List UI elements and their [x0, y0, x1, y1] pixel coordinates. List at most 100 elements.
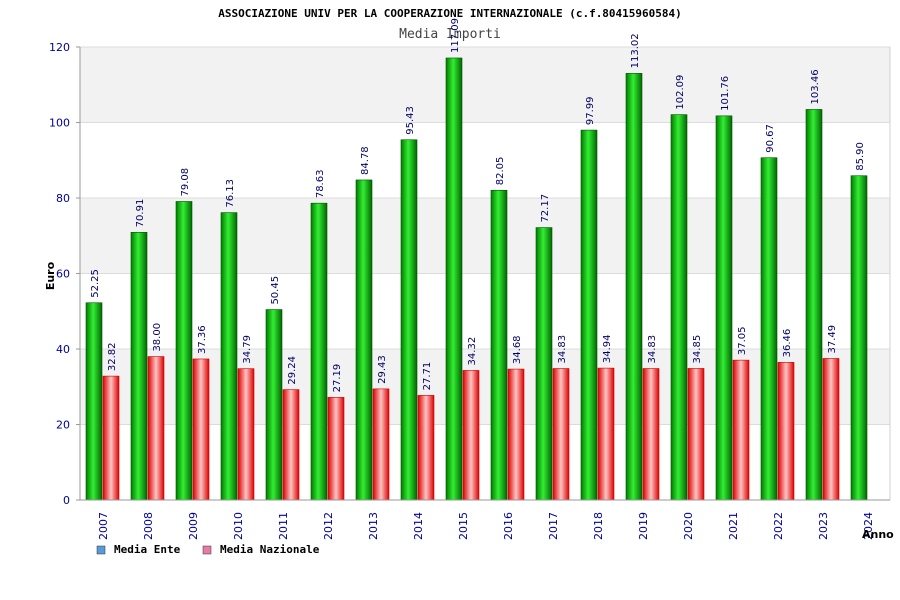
data-label-media-ente: 113.02	[630, 33, 641, 68]
data-label-media-nazionale: 32.82	[107, 342, 118, 371]
bar-media-nazionale	[417, 395, 435, 501]
data-label-media-nazionale: 34.94	[602, 334, 613, 363]
bar-media-nazionale	[687, 368, 705, 501]
data-label-media-ente: 95.43	[405, 106, 416, 135]
plot-band	[80, 198, 890, 274]
y-tick-label: 20	[56, 419, 70, 432]
y-tick-label: 120	[49, 41, 70, 54]
data-label-media-ente: 50.45	[270, 276, 281, 305]
data-label-media-ente: 82.05	[495, 157, 506, 186]
legend-label-nazionale: Media Nazionale	[220, 543, 320, 556]
bar-media-nazionale	[822, 358, 840, 501]
legend-label-ente: Media Ente	[114, 543, 181, 556]
x-tick-label: 2019	[637, 512, 650, 540]
x-tick-label: 2016	[502, 512, 515, 540]
x-tick-label: 2011	[277, 512, 290, 540]
x-axis: 2007 2008 2009 2010 2011 2012 2013 2014 2015 2016…	[80, 499, 890, 540]
bar-media-ente	[670, 114, 688, 501]
x-axis-label: Anno	[862, 528, 894, 541]
bar-media-ente	[445, 57, 463, 501]
data-label-media-nazionale: 29.24	[287, 356, 298, 385]
y-tick-label: 0	[63, 494, 70, 507]
plot-band	[80, 47, 890, 123]
data-label-media-ente: 84.78	[360, 146, 371, 175]
y-tick-label: 60	[56, 268, 70, 281]
plot-bands	[79, 46, 891, 501]
x-tick-label: 2021	[727, 512, 740, 540]
bar-media-nazionale	[507, 368, 525, 501]
data-label-media-ente: 70.91	[135, 199, 146, 228]
bar-media-ente	[535, 227, 553, 501]
bar-media-ente	[805, 109, 823, 501]
plot-band	[80, 273, 890, 349]
data-label-media-ente: 97.99	[585, 96, 596, 125]
y-tick-label: 80	[56, 192, 70, 205]
x-tick-label: 2009	[187, 512, 200, 540]
x-tick-label: 2007	[97, 512, 110, 540]
x-tick-label: 2008	[142, 512, 155, 540]
x-tick-label: 2017	[547, 512, 560, 540]
x-tick-label: 2015	[457, 512, 470, 540]
y-tick-label: 100	[49, 117, 70, 130]
bar-media-ente	[265, 309, 283, 501]
data-label-media-ente: 52.25	[90, 269, 101, 298]
bar-media-ente	[400, 139, 418, 501]
data-label-media-nazionale: 38.00	[152, 323, 163, 352]
data-label-media-ente: 102.09	[675, 75, 686, 110]
plot-band	[80, 349, 890, 425]
data-label-media-nazionale: 27.19	[332, 364, 343, 393]
x-tick-label: 2024	[862, 512, 875, 540]
data-label-media-nazionale: 34.68	[512, 335, 523, 364]
chart-subtitle: Media Importi	[399, 27, 501, 42]
plot-band	[80, 424, 890, 500]
bar-media-nazionale	[237, 368, 255, 501]
bar-media-nazionale	[777, 362, 795, 501]
chart-title: ASSOCIAZIONE UNIV PER LA COOPERAZIONE IN…	[218, 7, 682, 20]
bar-media-nazionale	[552, 368, 570, 501]
y-axis: 0 20 40 60 80 100 120	[49, 41, 81, 507]
x-tick-label: 2013	[367, 512, 380, 540]
bar-media-nazionale	[372, 388, 390, 501]
bar-media-nazionale	[642, 368, 660, 501]
data-label-media-nazionale: 37.49	[827, 325, 838, 354]
y-axis-label: Euro	[44, 261, 57, 290]
bar-media-ente	[85, 302, 103, 501]
bar-media-nazionale	[147, 356, 165, 501]
data-label-media-nazionale: 36.46	[782, 329, 793, 358]
bar-media-nazionale	[732, 359, 750, 501]
data-label-media-ente: 85.90	[855, 142, 866, 171]
data-label-media-ente: 90.67	[765, 124, 776, 153]
data-label-media-nazionale: 34.32	[467, 337, 478, 366]
bar-media-ente	[715, 115, 733, 501]
legend: Media Ente Media Nazionale	[96, 543, 320, 556]
bar-media-ente	[220, 212, 238, 501]
plot-band	[80, 122, 890, 198]
x-tick-label: 2018	[592, 512, 605, 540]
bars: 52.25 32.82 70.91 38.00 79.08 37.36 76.13 34.79…	[85, 18, 868, 501]
bar-media-nazionale	[102, 375, 120, 501]
bar-media-ente	[490, 189, 508, 501]
data-label-media-nazionale: 37.05	[737, 326, 748, 355]
data-label-media-nazionale: 34.79	[242, 335, 253, 364]
x-tick-label: 2022	[772, 512, 785, 540]
bar-media-ente	[850, 175, 868, 501]
x-tick-label: 2020	[682, 512, 695, 540]
data-label-media-nazionale: 27.71	[422, 362, 433, 391]
data-label-media-nazionale: 29.43	[377, 355, 388, 384]
bar-media-ente	[355, 179, 373, 501]
data-label-media-nazionale: 34.83	[557, 335, 568, 364]
data-label-media-nazionale: 34.85	[692, 335, 703, 364]
data-label-media-ente: 79.08	[180, 168, 191, 197]
bar-media-ente	[310, 202, 328, 501]
data-label-media-ente: 72.17	[540, 194, 551, 223]
bar-media-nazionale	[327, 397, 345, 501]
data-label-media-ente: 101.76	[720, 76, 731, 111]
x-tick-label: 2014	[412, 512, 425, 540]
data-label-media-ente: 76.13	[225, 179, 236, 208]
bar-media-nazionale	[597, 367, 615, 501]
bar-media-ente	[175, 201, 193, 501]
data-label-media-nazionale: 34.83	[647, 335, 658, 364]
data-label-media-nazionale: 37.36	[197, 325, 208, 354]
bar-media-ente	[625, 73, 643, 501]
